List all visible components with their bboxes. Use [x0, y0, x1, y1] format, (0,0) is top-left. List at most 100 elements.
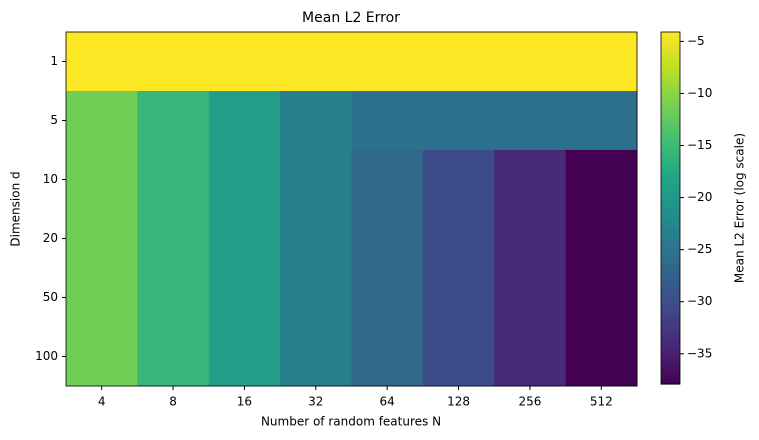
heatmap-cell — [565, 268, 638, 328]
colorbar-segment — [661, 272, 680, 277]
colorbar-segment — [661, 372, 680, 376]
colorbar-segment — [661, 78, 680, 83]
heatmap-cell — [351, 150, 424, 210]
heatmap-cell — [422, 150, 495, 210]
colorbar-segment — [661, 190, 680, 194]
colorbar-segment — [661, 360, 680, 365]
colorbar-segment — [661, 193, 680, 197]
colorbar-segment — [661, 254, 680, 259]
x-tick-label: 4 — [98, 395, 106, 409]
colorbar-segment — [661, 70, 680, 74]
heatmap-cell — [280, 150, 352, 210]
colorbar-segment — [661, 184, 680, 189]
y-axis-label: Dimension d — [9, 171, 23, 246]
heatmap-cell — [422, 32, 495, 92]
colorbar-segment — [661, 266, 680, 271]
colorbar-segment — [661, 64, 680, 68]
colorbar-segment — [661, 146, 680, 150]
colorbar-segment — [661, 49, 680, 54]
colorbar-tick-label: −20 — [687, 190, 712, 204]
y-tick-label: 20 — [43, 231, 58, 245]
colorbar-segment — [661, 337, 680, 341]
colorbar-segment — [661, 164, 680, 168]
colorbar-segment — [661, 222, 680, 227]
colorbar-segment — [661, 169, 680, 174]
colorbar-segment — [661, 304, 680, 309]
colorbar-segment — [661, 149, 680, 153]
colorbar-segment — [661, 46, 680, 51]
colorbar-segment — [661, 81, 680, 86]
heatmap-cell — [66, 327, 138, 387]
colorbar-segment — [661, 269, 680, 274]
colorbar-segment — [661, 237, 680, 241]
colorbar-segment — [661, 340, 680, 344]
heatmap-cell — [565, 150, 638, 210]
heatmap-cell — [494, 32, 567, 92]
heatmap-cell — [208, 268, 281, 328]
colorbar-segment — [661, 240, 680, 244]
colorbar-segment — [661, 319, 680, 323]
colorbar-segment — [661, 363, 680, 367]
colorbar-segment — [661, 243, 680, 247]
colorbar-tick-label: −35 — [687, 346, 712, 360]
colorbar-segment — [661, 37, 680, 42]
colorbar-segment — [661, 43, 680, 48]
colorbar-segment — [661, 296, 680, 300]
colorbar-segment — [661, 225, 680, 230]
heatmap-cell — [565, 209, 638, 269]
colorbar-segment — [661, 208, 680, 212]
heatmap-cell — [422, 268, 495, 328]
heatmap-cell — [280, 32, 352, 92]
heatmap-cell — [494, 327, 567, 387]
colorbar-tick-label: −25 — [687, 242, 712, 256]
colorbar-segment — [661, 40, 680, 45]
colorbar-segment — [661, 252, 680, 256]
colorbar-segment — [661, 172, 680, 177]
colorbar-segment — [661, 93, 680, 98]
colorbar-segment — [661, 281, 680, 285]
y-tick-label: 100 — [35, 349, 58, 363]
colorbar-segment — [661, 284, 680, 288]
heatmap-cell — [137, 91, 210, 151]
x-tick-label: 512 — [590, 395, 613, 409]
colorbar-segment — [661, 73, 680, 77]
colorbar-tick-label: −10 — [687, 86, 712, 100]
colorbar-segment — [661, 122, 680, 127]
colorbar-segment — [661, 199, 680, 203]
colorbar-segment — [661, 52, 680, 57]
colorbar-segment — [661, 210, 680, 215]
colorbar-segment — [661, 175, 680, 180]
colorbar-segment — [661, 178, 680, 183]
colorbar-segment — [661, 325, 680, 329]
colorbar-segment — [661, 328, 680, 332]
colorbar-segment — [661, 61, 680, 65]
colorbar-segment — [661, 125, 680, 130]
colorbar-segment — [661, 155, 680, 159]
colorbar-segment — [661, 375, 680, 379]
y-tick-label: 10 — [43, 172, 58, 186]
colorbar-segment — [661, 278, 680, 282]
colorbar-segment — [661, 202, 680, 206]
colorbar-segment — [661, 196, 680, 200]
colorbar-segment — [661, 290, 680, 294]
colorbar-segment — [661, 120, 680, 124]
x-tick-label: 8 — [169, 395, 177, 409]
colorbar-segment — [661, 143, 680, 147]
colorbar-segment — [661, 307, 680, 312]
heatmap-cell — [66, 209, 138, 269]
heatmap-cell — [137, 327, 210, 387]
heatmap-cell — [351, 32, 424, 92]
colorbar-segment — [661, 131, 680, 136]
x-tick-label: 16 — [237, 395, 252, 409]
colorbar-segment — [661, 348, 680, 353]
colorbar-label: Mean L2 Error (log scale) — [733, 133, 747, 283]
colorbar-segment — [661, 334, 680, 338]
y-tick-label: 1 — [50, 54, 58, 68]
colorbar-segment — [661, 128, 680, 133]
colorbar-segment — [661, 114, 680, 118]
heatmap-cell — [208, 327, 281, 387]
colorbar-tick-label: −15 — [687, 138, 712, 152]
x-tick-label: 128 — [447, 395, 470, 409]
heatmap-cell — [208, 91, 281, 151]
colorbar-segment — [661, 166, 680, 171]
